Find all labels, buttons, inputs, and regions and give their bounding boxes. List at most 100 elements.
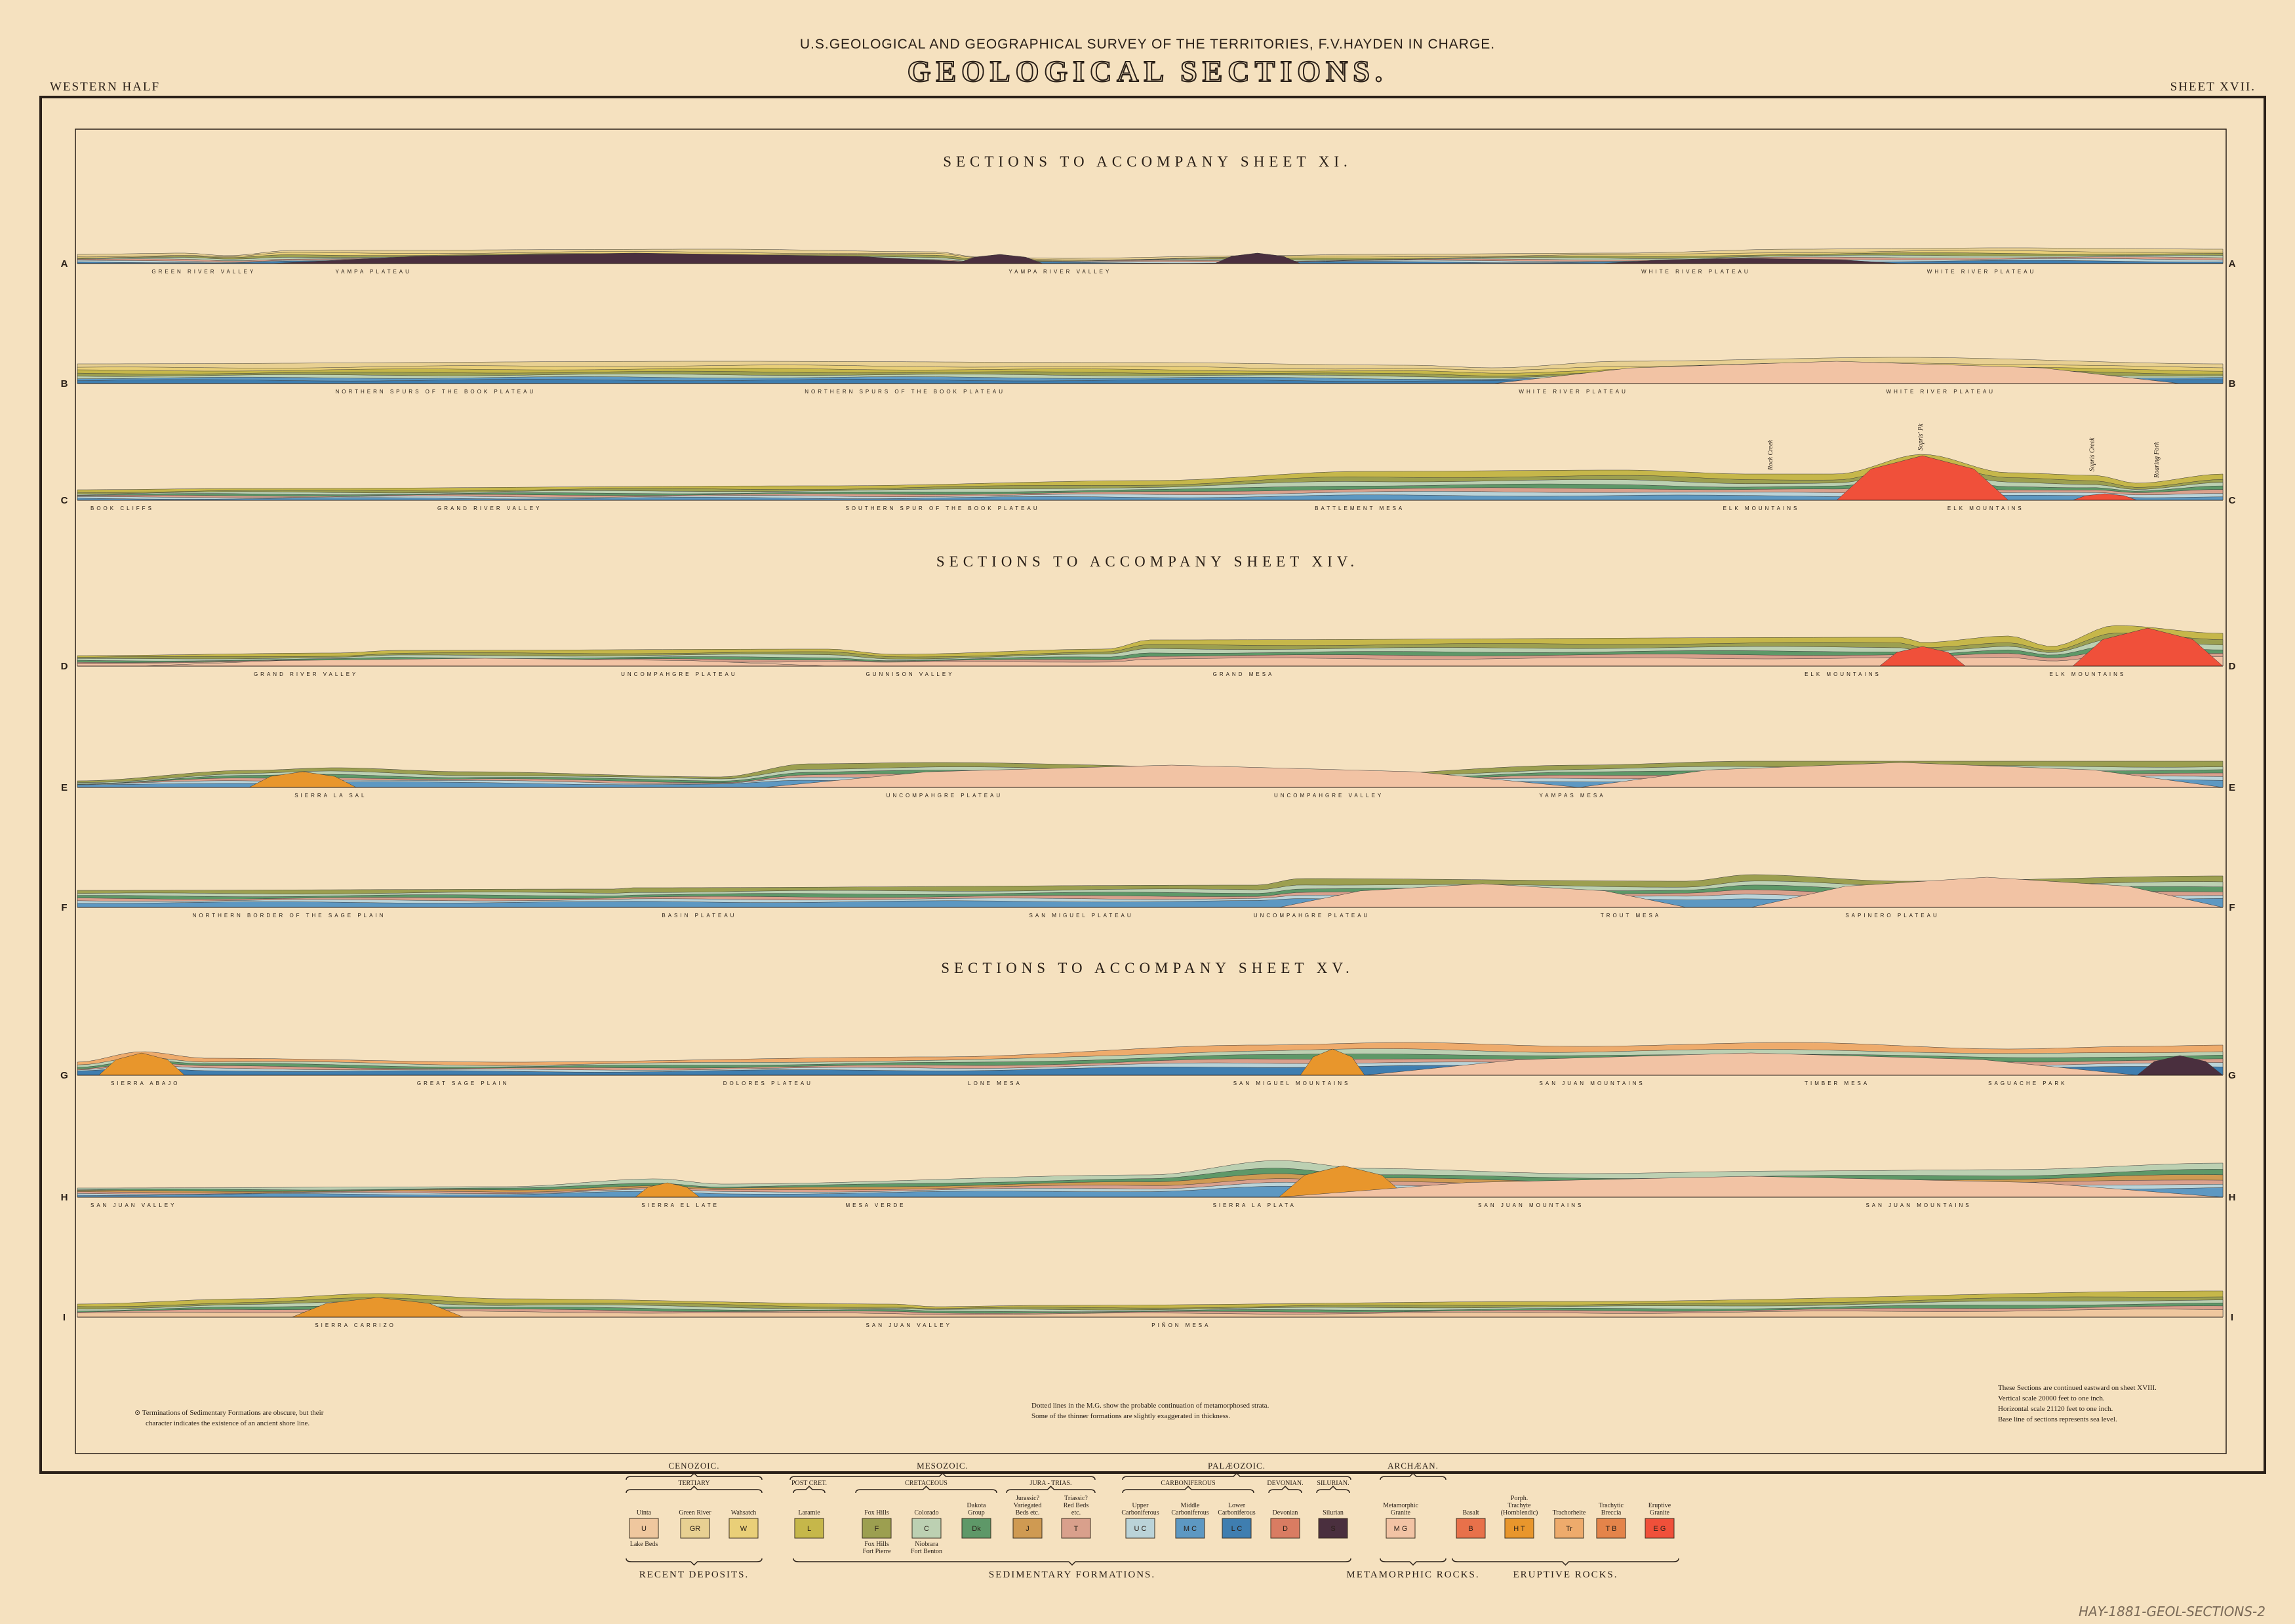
unit-code: T xyxy=(1074,1525,1079,1533)
section-letter-right: F xyxy=(2229,902,2235,913)
unit-label: Triassic? Red Beds etc. xyxy=(1064,1495,1089,1516)
sections-group: A A GREEN RIVER VALLEY YAMPA PLATEAU YAMPA R… xyxy=(60,247,2236,1328)
peak-label: Rock Creek xyxy=(1767,439,1774,471)
note-scale: Horizontal scale 21120 feet to one inch. xyxy=(1998,1405,2113,1413)
legend-swatch-s xyxy=(1318,1518,1348,1539)
unit-code: F xyxy=(875,1525,879,1533)
legend-swatch-mg xyxy=(1386,1518,1416,1539)
era-label: CENOZOIC. xyxy=(669,1461,720,1471)
legend-swatch-d xyxy=(1270,1518,1300,1539)
place-name-label: SAN MIGUEL MOUNTAINS xyxy=(1233,1080,1351,1086)
legend-swatch-b xyxy=(1456,1518,1486,1539)
section-letter-right: I xyxy=(2231,1312,2233,1323)
place-name-label: SAN JUAN VALLEY xyxy=(866,1322,952,1328)
unit-code: W xyxy=(740,1525,748,1533)
legend-swatch-l xyxy=(794,1518,824,1539)
note-scale: Vertical scale 20000 feet to one inch. xyxy=(1998,1395,2105,1402)
legend-swatch-mc xyxy=(1175,1518,1205,1539)
period-label: TERTIARY xyxy=(678,1480,709,1487)
sheet-number: SHEET XVII. xyxy=(2170,80,2256,94)
section-heading: SECTIONS TO ACCOMPANY SHEET XI. xyxy=(943,153,1352,170)
peak-label: Sopris Creek xyxy=(2089,437,2096,471)
sheet-title: GEOLOGICAL SECTIONS. xyxy=(908,54,1388,88)
place-name-label: UNCOMPAHGRE PLATEAU xyxy=(621,671,738,677)
legend-swatch-tr xyxy=(1554,1518,1584,1539)
period-label: SILURIAN. xyxy=(1317,1480,1349,1487)
unit-label: Middle Carboniferous xyxy=(1171,1502,1208,1516)
place-name-label: ELK MOUNTAINS xyxy=(2050,671,2126,677)
legend-swatch-f xyxy=(862,1518,892,1539)
unit-sublabel: Fox Hills Fort Pierre xyxy=(862,1541,891,1555)
period-label: CRETACEOUS xyxy=(905,1480,948,1487)
rock-category-label: RECENT DEPOSITS. xyxy=(639,1570,749,1580)
unit-label: Colorado xyxy=(914,1509,938,1516)
unit-code: L C xyxy=(1231,1525,1243,1533)
place-name-label: TROUT MESA xyxy=(1601,913,1661,919)
category-brace xyxy=(626,1558,763,1566)
intrusion-s xyxy=(1214,252,1301,264)
place-name-label: WHITE RIVER PLATEAU xyxy=(1886,389,1996,395)
place-name-label: UNCOMPAHGRE PLATEAU xyxy=(1254,913,1370,919)
section-letter-right: E xyxy=(2229,782,2235,793)
place-name-label: WHITE RIVER PLATEAU xyxy=(1519,389,1628,395)
section-e: E E SIERRA LA SAL UNCOMPAHGRE PLATEAU UNCOMP… xyxy=(61,761,2235,799)
period-label: CARBONIFEROUS xyxy=(1161,1480,1215,1487)
place-name-label: YAMPA RIVER VALLEY xyxy=(1008,269,1111,275)
peak-label: Sopris' Pk xyxy=(1917,424,1925,450)
period-label: JURA - TRIAS. xyxy=(1030,1480,1072,1487)
place-name-label: YAMPA PLATEAU xyxy=(335,269,411,275)
unit-label: Silurian xyxy=(1323,1509,1344,1516)
place-name-label: GRAND RIVER VALLEY xyxy=(254,671,358,677)
section-letter-right: A xyxy=(2229,258,2236,269)
unit-code: J xyxy=(1026,1525,1029,1533)
era-brace xyxy=(1122,1472,1351,1480)
rock-category-label: SEDIMENTARY FORMATIONS. xyxy=(989,1570,1155,1580)
place-name-label: WHITE RIVER PLATEAU xyxy=(1927,269,2037,275)
place-name-label: ELK MOUNTAINS xyxy=(1723,505,1800,511)
place-name-label: SAN MIGUEL PLATEAU xyxy=(1029,913,1134,919)
place-name-label: NORTHERN BORDER OF THE SAGE PLAIN xyxy=(193,913,386,919)
section-letter-right: C xyxy=(2229,495,2236,506)
section-letter-left: G xyxy=(60,1070,68,1081)
place-name-label: GUNNISON VALLEY xyxy=(866,671,955,677)
legend-swatch-uc xyxy=(1125,1518,1155,1539)
section-a: A A GREEN RIVER VALLEY YAMPA PLATEAU YAMPA R… xyxy=(61,247,2236,275)
place-name-label: SIERRA LA SAL xyxy=(294,793,367,799)
section-f: F F NORTHERN BORDER OF THE SAGE PLAIN BASIN… xyxy=(61,874,2235,919)
unit-code: U xyxy=(641,1525,647,1533)
unit-code: E G xyxy=(1654,1525,1666,1533)
note-scale: Base line of sections represents sea lev… xyxy=(1998,1416,2117,1423)
place-name-label: GREAT SAGE PLAIN xyxy=(417,1080,509,1086)
legend-swatch-gr xyxy=(680,1518,710,1539)
intrusion-s xyxy=(957,254,1043,264)
unit-label: Fox Hills xyxy=(864,1509,889,1516)
unit-code: GR xyxy=(690,1525,701,1533)
unit-label: Eruptive Granite xyxy=(1648,1502,1671,1516)
place-name-label: SOUTHERN SPUR OF THE BOOK PLATEAU xyxy=(845,505,1039,511)
period-brace xyxy=(626,1485,763,1494)
unit-label: Metamorphic Granite xyxy=(1383,1502,1418,1516)
place-name-label: SIERRA ABAJO xyxy=(111,1080,180,1086)
unit-label: Laramie xyxy=(798,1509,820,1516)
unit-code: M G xyxy=(1394,1525,1408,1533)
note-dotted-lines: Some of the thinner formations are sligh… xyxy=(1031,1412,1230,1420)
category-brace xyxy=(793,1558,1351,1566)
section-letter-left: I xyxy=(63,1312,66,1323)
place-name-label: UNCOMPAHGRE PLATEAU xyxy=(887,793,1003,799)
section-h: H H SAN JUAN VALLEY SIERRA EL LATE MESA VERD… xyxy=(61,1160,2235,1208)
legend-swatch-u xyxy=(629,1518,659,1539)
section-letter-left: A xyxy=(61,258,68,269)
unit-label: Trachorheite xyxy=(1553,1509,1586,1516)
unit-code: Tr xyxy=(1566,1525,1572,1533)
place-name-label: SIERRA CARRIZO xyxy=(315,1322,396,1328)
period-label: POST CRET. xyxy=(791,1480,827,1487)
legend-swatch-ht xyxy=(1504,1518,1534,1539)
place-name-label: ELK MOUNTAINS xyxy=(1947,505,2024,511)
place-name-label: SAN JUAN MOUNTAINS xyxy=(1478,1202,1584,1208)
unit-code: D xyxy=(1283,1525,1288,1533)
section-heading: SECTIONS TO ACCOMPANY SHEET XV. xyxy=(941,960,1354,976)
unit-code: M C xyxy=(1184,1525,1197,1533)
place-name-label: BOOK CLIFFS xyxy=(90,505,154,511)
place-name-label: NORTHERN SPURS OF THE BOOK PLATEAU xyxy=(335,389,536,395)
